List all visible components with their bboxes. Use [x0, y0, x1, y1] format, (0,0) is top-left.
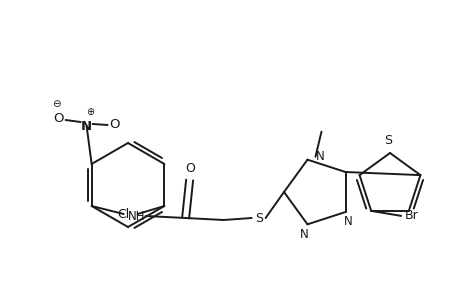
Text: NH: NH	[127, 209, 145, 223]
Text: ⊖: ⊖	[52, 99, 61, 109]
Text: N: N	[343, 215, 352, 229]
Text: N: N	[315, 150, 324, 163]
Text: O: O	[109, 118, 120, 130]
Text: N: N	[299, 228, 308, 241]
Text: N: N	[81, 119, 92, 133]
Text: S: S	[383, 134, 391, 148]
Text: ⊕: ⊕	[86, 107, 95, 117]
Text: S: S	[254, 212, 262, 224]
Text: O: O	[53, 112, 64, 124]
Text: Cl: Cl	[117, 208, 129, 220]
Text: O: O	[185, 161, 195, 175]
Text: Br: Br	[404, 209, 418, 222]
